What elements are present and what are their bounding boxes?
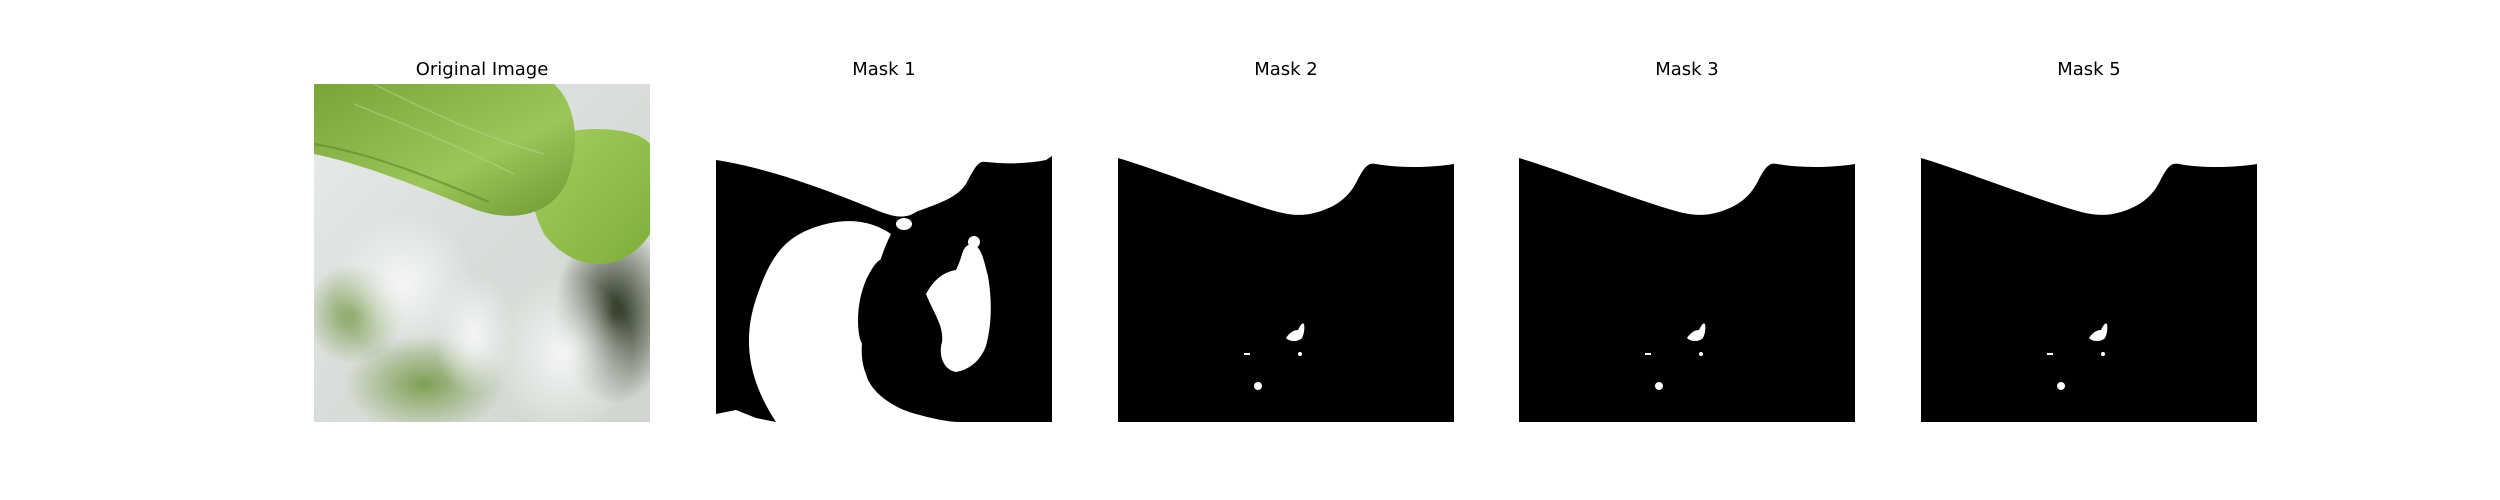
panel-title: Mask 2 [1254, 59, 1318, 80]
panel-title: Mask 1 [852, 59, 916, 80]
mask-image [716, 84, 1052, 422]
panel-title: Original Image [415, 59, 549, 80]
mask-image [1118, 84, 1454, 422]
original-photo [314, 84, 650, 422]
panel-title: Mask 3 [1655, 59, 1719, 80]
mask-image [1519, 84, 1855, 422]
panel-title: Mask 5 [2057, 59, 2121, 80]
mask-image [1921, 84, 2257, 422]
